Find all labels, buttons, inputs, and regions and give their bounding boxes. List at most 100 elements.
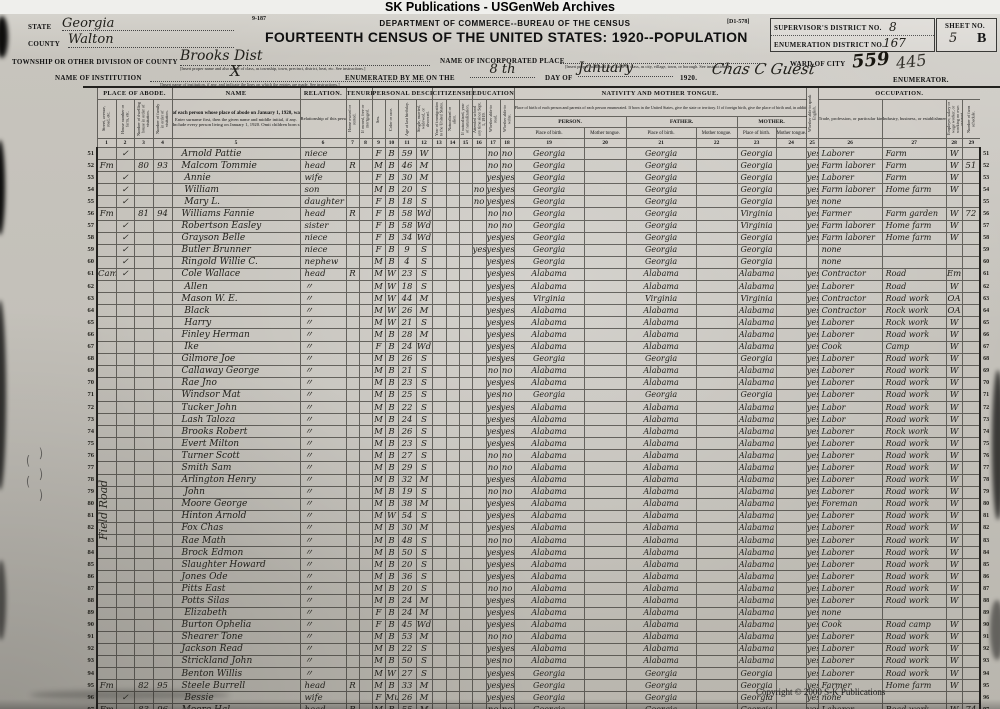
read-cell: yes [485,352,501,366]
immigration-cell [431,364,447,378]
person-tongue-cell [583,280,627,293]
school-cell [471,485,487,499]
read-cell: yes [485,267,501,281]
write-cell: yes [499,171,515,184]
line-number: 74 [83,425,98,438]
immigration-cell [431,509,447,523]
write-cell: yes [499,691,515,704]
person-tongue-cell [583,195,627,208]
naturalization-year-cell [458,280,473,293]
naturalized-cell [445,171,460,184]
read-cell: no [485,219,501,233]
mother-tongue-cell [775,642,807,656]
farm-schedule-cell [961,521,981,535]
farm-schedule-cell [961,328,981,341]
family-cell [152,267,172,281]
name-cell: Brock Edmon [171,546,300,559]
marital-cell: W [415,146,433,160]
dwelling-cell [133,654,153,668]
read-cell: yes [485,340,501,354]
father-tongue-cell [695,654,738,668]
write-cell: yes [499,352,515,366]
industry-cell: Farm [881,146,947,160]
farm-schedule-cell [961,606,981,620]
line-number-right: 64 [979,304,1000,317]
person-tongue-cell [583,413,627,426]
father-tongue-cell [695,582,738,595]
sex-cell: M [371,570,385,583]
line-number-right: 63 [979,292,1000,305]
marital-cell: M [415,703,433,709]
relation-cell: 〃 [299,594,346,608]
owned-rented-cell [345,630,359,644]
english-cell: yes [805,267,819,281]
sex-cell: M [371,316,385,329]
group-name: NAME [171,86,300,100]
english-cell: yes [805,558,819,571]
mother-pob-cell: Alabama [736,533,777,547]
immigration-cell [431,280,447,293]
naturalized-cell [445,304,460,317]
father-pob-cell: Alabama [625,546,697,559]
family-cell [152,328,172,341]
street-cell [96,582,116,595]
column-house-number: House number or farm, etc. [115,99,134,139]
family-cell [152,292,172,305]
employer-cell: W [945,473,963,487]
employer-cell: W [945,328,963,341]
owned-rented-cell [345,582,359,595]
english-cell: yes [805,376,819,390]
immigration-cell [431,183,447,196]
father-pob-cell: Georgia [625,667,697,680]
person-pob-cell: Georgia [513,352,585,366]
name-cell: Fox Chas [171,521,300,535]
naturalization-year-cell [458,461,473,475]
occupation-cell: Laborer [817,449,883,462]
sex-cell: F [371,243,385,257]
dwelling-cell [133,606,153,620]
father-pob-cell: Alabama [625,654,697,668]
street-cell [96,231,116,245]
relation-cell: 〃 [299,546,346,559]
employer-cell: W [945,449,963,462]
school-cell [471,413,487,426]
color-cell: B [384,183,398,196]
enumerated-month: January [578,60,673,77]
read-cell: no [485,207,501,221]
occupation-cell: Farmer [817,207,883,221]
write-cell: yes [499,642,515,656]
mother-pob-cell: Georgia [736,183,777,196]
color-cell: W [384,280,398,293]
owned-rented-cell [345,497,359,511]
person-tongue-cell [583,642,627,656]
owned-rented-cell [345,400,359,414]
naturalization-year-cell [458,570,473,583]
english-cell: yes [805,292,819,305]
dwelling-cell: 81 [133,207,153,221]
school-cell: no [471,183,487,196]
relation-cell: 〃 [299,376,346,390]
color-cell: B [384,606,398,620]
color-cell: B [384,328,398,341]
relation-cell: 〃 [299,473,346,487]
line-number: 53 [83,171,98,184]
dwelling-cell [133,618,153,632]
marital-cell: S [415,642,433,656]
free-mortgaged-cell [358,606,372,620]
naturalization-year-cell [458,352,473,366]
mother-pob-cell: Georgia [736,243,777,257]
naturalization-year-cell [458,159,473,172]
mother-pob-cell: Virginia [736,219,777,233]
dwelling-cell [133,400,153,414]
person-tongue-cell [583,183,627,196]
occupation-cell: Foreman [817,497,883,511]
farm-schedule-cell [961,400,981,414]
person-pob-cell: Georgia [513,243,585,257]
father-pob-cell: Alabama [625,582,697,595]
immigration-cell [431,679,447,692]
father-pob-cell: Alabama [625,316,697,329]
naturalization-year-cell [458,171,473,184]
immigration-cell [431,425,447,438]
school-cell [471,328,487,341]
